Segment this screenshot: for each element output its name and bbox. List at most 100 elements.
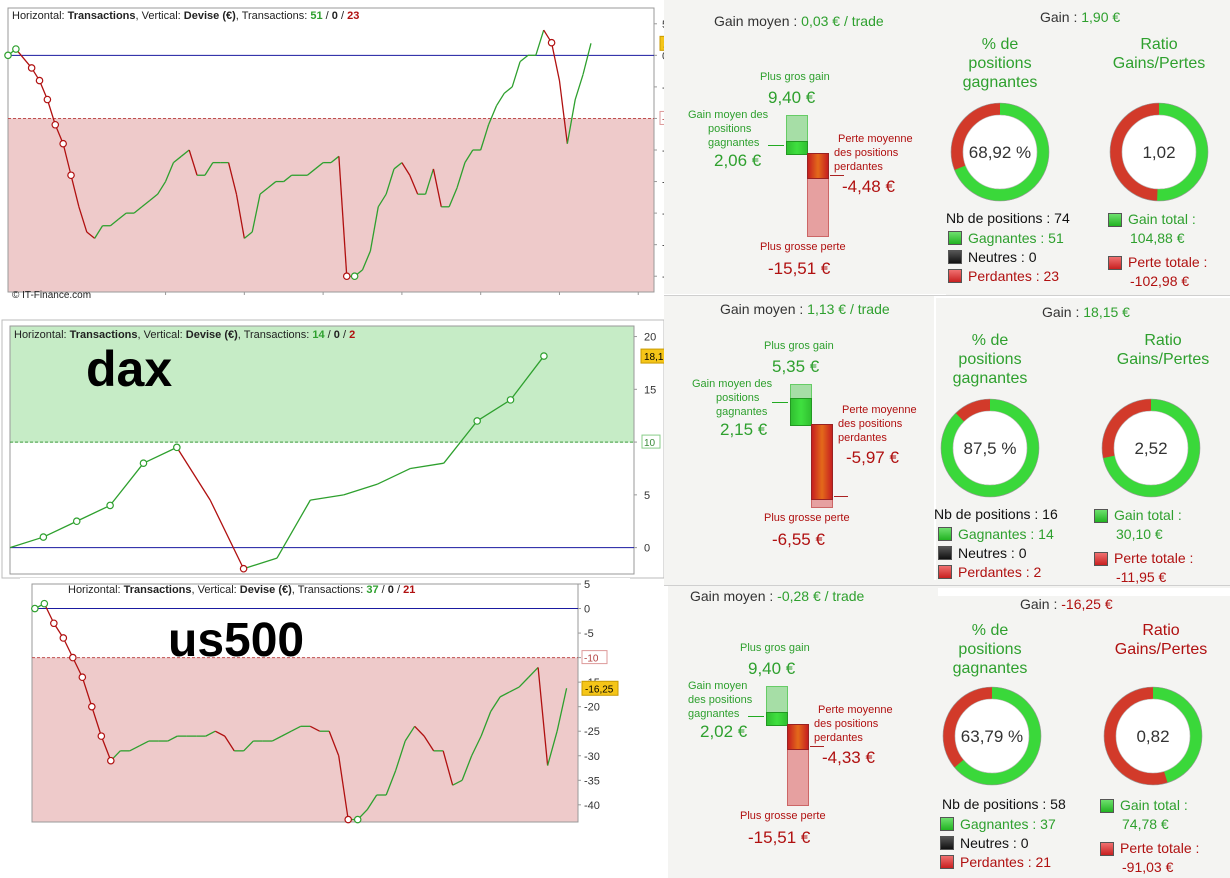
series-point xyxy=(39,533,48,541)
x-tick-label: 30 xyxy=(238,299,250,300)
series-segment xyxy=(410,462,444,470)
legend-square-neutres xyxy=(940,836,954,850)
gain-moyen-positions-label: gagnantes xyxy=(708,137,760,149)
donut-outer-ring xyxy=(942,686,1042,786)
donut-value: 1,02 xyxy=(1142,143,1175,162)
perte-moyenne-value: -4,48 € xyxy=(842,177,895,196)
series-point xyxy=(43,95,52,104)
series-segment xyxy=(432,168,442,207)
perte-moyenne-label: des positions xyxy=(838,418,903,430)
series-segment xyxy=(94,225,104,239)
neutres: Neutres : 0 xyxy=(968,249,1037,265)
series-segment xyxy=(499,691,510,698)
chart-header-part: / xyxy=(325,329,334,341)
nb-positions: Nb de positions : 16 xyxy=(934,506,1058,522)
legend-square-perte-totale xyxy=(1094,552,1108,566)
donut-inner-ring xyxy=(1115,698,1191,774)
series-segment xyxy=(204,162,214,176)
series-point xyxy=(12,45,20,53)
pct-title: gagnantes xyxy=(962,74,1038,91)
gagnantes: Gagnantes : 37 xyxy=(960,816,1056,832)
current-value-label: -16,25 xyxy=(585,684,614,695)
gain-moyen-positions-value: 2,06 € xyxy=(714,151,762,170)
chart-header-part: Horizontal: xyxy=(14,329,70,341)
series-segment xyxy=(519,54,529,63)
x-tick-label: 80 xyxy=(632,299,644,300)
x-tick-label: 60 xyxy=(475,299,487,300)
perte-moyenne-label: Perte moyenne xyxy=(818,704,893,716)
y-tick-label: 0 xyxy=(584,604,590,616)
series-point xyxy=(106,501,114,510)
series-segment xyxy=(503,86,513,94)
series-segment xyxy=(343,483,378,496)
donut-value: 0,82 xyxy=(1136,727,1169,746)
chart-header-part: / xyxy=(379,584,388,596)
ratio-title: Ratio xyxy=(1142,622,1180,639)
series-segment xyxy=(448,187,458,208)
threshold-label-box xyxy=(641,434,661,449)
gain-label: Gain : xyxy=(1020,596,1062,612)
series-point xyxy=(547,38,556,47)
series-segment xyxy=(110,218,119,227)
series-segment xyxy=(393,162,403,170)
legend-square-gagnantes xyxy=(938,527,952,541)
legend-square-gagnantes xyxy=(948,231,962,245)
series-segment xyxy=(495,92,505,107)
x-tick-label: 50 xyxy=(396,299,408,300)
series-segment xyxy=(149,193,159,201)
series-segment xyxy=(537,667,549,766)
ratio-title: Ratio xyxy=(1140,36,1178,53)
donut-gain-arc xyxy=(943,687,1041,785)
series-point xyxy=(67,171,75,180)
series-segment xyxy=(480,711,492,737)
legend-square-gain-total xyxy=(1094,509,1108,523)
gain-moyen-label: Gain moyen : xyxy=(690,588,778,604)
series-segment xyxy=(180,149,190,157)
gain-zone xyxy=(10,326,634,443)
series-segment xyxy=(558,80,568,144)
chart-header-part: 21 xyxy=(403,584,415,596)
perte-moyenne-label: Perte moyenne xyxy=(838,133,913,145)
series-segment xyxy=(290,725,302,732)
equity-chart-1: 50-5-10-15-20-25-30-35-10102030405060708… xyxy=(0,0,690,300)
series-point xyxy=(69,653,77,662)
perte-moyenne-label: perdantes xyxy=(838,432,887,444)
series-segment xyxy=(464,149,474,163)
gain-total-value: 74,78 € xyxy=(1122,816,1169,832)
legend-square-perte-totale xyxy=(1108,256,1122,270)
x-tick-label: 20 xyxy=(159,299,171,300)
nb-positions: Nb de positions : 74 xyxy=(946,210,1070,226)
perte-totale-value: -11,95 € xyxy=(1116,569,1167,585)
gain-moyen-positions-value: 2,02 € xyxy=(700,722,748,741)
series-segment xyxy=(456,162,466,189)
gain-avg-arrow xyxy=(748,716,764,717)
series-point xyxy=(353,815,362,824)
gain-label: Gain : xyxy=(1042,304,1084,320)
gain-moyen-positions-label: gagnantes xyxy=(716,406,768,418)
series-segment xyxy=(143,446,178,464)
y-tick-label: 20 xyxy=(644,332,656,344)
series-segment xyxy=(173,155,182,164)
series-segment xyxy=(62,143,72,176)
plus-grosse-perte-label: Plus grosse perte xyxy=(764,512,850,524)
pct-title: % de xyxy=(971,332,1009,349)
gain-label: Gain : xyxy=(1040,9,1082,25)
series-segment xyxy=(376,467,411,485)
series-segment xyxy=(556,688,568,732)
plus-gros-gain-value: 9,40 € xyxy=(748,659,796,678)
chart-header-part: 23 xyxy=(347,10,359,22)
plus-grosse-perte-label: Plus grosse perte xyxy=(760,241,846,253)
series-segment xyxy=(167,735,178,742)
neutres: Neutres : 0 xyxy=(958,545,1027,561)
threshold-label: -10 xyxy=(584,654,599,665)
series-point xyxy=(59,634,68,642)
gain-avg-arrow xyxy=(772,402,788,403)
chart-header: Horizontal: Transactions, Vertical: Devi… xyxy=(12,10,359,22)
chart-header-part: 0 xyxy=(332,10,338,22)
ratio-donut: 0,82 xyxy=(1103,686,1203,786)
series-segment xyxy=(43,520,78,538)
series-point xyxy=(72,517,81,526)
plus-gros-gain-label: Plus gros gain xyxy=(740,642,810,654)
legend-square-neutres xyxy=(938,546,952,560)
